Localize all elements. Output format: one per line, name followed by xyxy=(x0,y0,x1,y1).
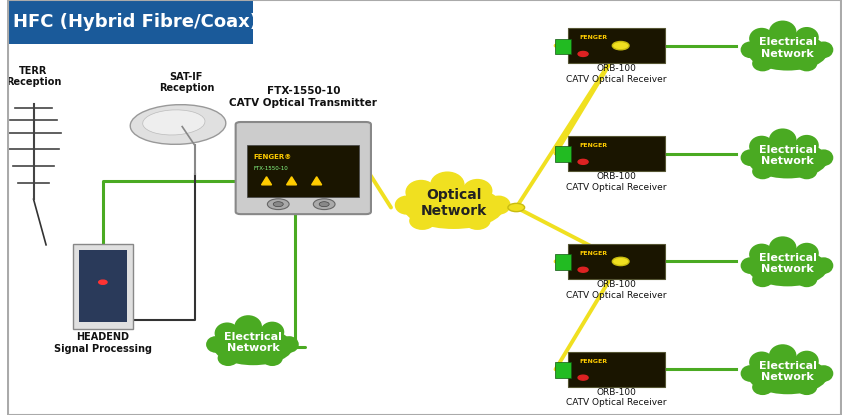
Circle shape xyxy=(268,199,289,210)
Text: Electrical
Network: Electrical Network xyxy=(759,253,817,274)
Circle shape xyxy=(508,203,525,212)
Ellipse shape xyxy=(749,28,774,49)
Ellipse shape xyxy=(795,135,818,156)
Ellipse shape xyxy=(234,315,262,338)
Ellipse shape xyxy=(795,243,818,264)
Text: FENGER: FENGER xyxy=(579,143,607,148)
Text: Electrical
Network: Electrical Network xyxy=(759,145,817,166)
FancyBboxPatch shape xyxy=(568,136,665,171)
Circle shape xyxy=(313,199,335,210)
Ellipse shape xyxy=(260,322,285,342)
FancyBboxPatch shape xyxy=(568,244,665,279)
Ellipse shape xyxy=(395,195,418,215)
Ellipse shape xyxy=(814,257,834,274)
Ellipse shape xyxy=(142,110,205,135)
Text: ORB-100
CATV Optical Receiver: ORB-100 CATV Optical Receiver xyxy=(567,388,667,408)
FancyBboxPatch shape xyxy=(568,28,665,63)
Ellipse shape xyxy=(797,379,818,395)
FancyBboxPatch shape xyxy=(568,352,665,387)
Ellipse shape xyxy=(797,56,818,71)
Ellipse shape xyxy=(462,179,493,203)
Text: Optical
Network: Optical Network xyxy=(420,188,487,218)
Text: ORB-100
CATV Optical Receiver: ORB-100 CATV Optical Receiver xyxy=(567,64,667,84)
Ellipse shape xyxy=(749,352,774,373)
FancyBboxPatch shape xyxy=(248,144,360,197)
FancyBboxPatch shape xyxy=(555,39,572,54)
Circle shape xyxy=(578,375,588,380)
Text: SAT-IF
Reception: SAT-IF Reception xyxy=(158,72,214,93)
Ellipse shape xyxy=(748,357,828,394)
Ellipse shape xyxy=(213,328,293,365)
Text: HFC (Hybrid Fibre/Coax): HFC (Hybrid Fibre/Coax) xyxy=(13,12,258,31)
FancyBboxPatch shape xyxy=(555,146,572,162)
FancyBboxPatch shape xyxy=(73,244,132,329)
Text: FENGER: FENGER xyxy=(579,251,607,256)
Circle shape xyxy=(578,159,588,164)
Ellipse shape xyxy=(769,344,797,367)
Polygon shape xyxy=(312,177,322,185)
Polygon shape xyxy=(262,177,272,185)
Polygon shape xyxy=(286,177,296,185)
Ellipse shape xyxy=(752,164,773,179)
Ellipse shape xyxy=(280,336,299,353)
Text: Electrical
Network: Electrical Network xyxy=(224,332,282,353)
Ellipse shape xyxy=(403,186,504,229)
Ellipse shape xyxy=(464,212,491,230)
Ellipse shape xyxy=(795,351,818,371)
Ellipse shape xyxy=(748,33,828,71)
FancyBboxPatch shape xyxy=(79,250,126,322)
Circle shape xyxy=(319,202,329,207)
Ellipse shape xyxy=(741,149,759,166)
FancyBboxPatch shape xyxy=(236,122,371,214)
Text: Electrical
Network: Electrical Network xyxy=(759,361,817,382)
Ellipse shape xyxy=(405,180,437,205)
Text: FENGER®: FENGER® xyxy=(253,154,291,159)
Ellipse shape xyxy=(769,128,797,151)
Ellipse shape xyxy=(749,136,774,157)
Ellipse shape xyxy=(748,249,828,286)
Text: FTX-1550-10: FTX-1550-10 xyxy=(253,166,288,171)
Circle shape xyxy=(578,267,588,272)
Ellipse shape xyxy=(752,271,773,287)
Text: TERR
Reception: TERR Reception xyxy=(6,66,61,87)
Ellipse shape xyxy=(814,42,834,58)
Ellipse shape xyxy=(262,350,283,366)
Ellipse shape xyxy=(430,171,465,198)
Ellipse shape xyxy=(749,244,774,265)
Text: ORB-100
CATV Optical Receiver: ORB-100 CATV Optical Receiver xyxy=(567,172,667,192)
Ellipse shape xyxy=(741,42,759,58)
Ellipse shape xyxy=(487,195,510,215)
Text: ORB-100
CATV Optical Receiver: ORB-100 CATV Optical Receiver xyxy=(567,280,667,300)
Text: FENGER: FENGER xyxy=(579,359,607,364)
Ellipse shape xyxy=(131,105,226,144)
Ellipse shape xyxy=(795,27,818,48)
Ellipse shape xyxy=(752,56,773,71)
Text: HEADEND
Signal Processing: HEADEND Signal Processing xyxy=(54,332,152,354)
Circle shape xyxy=(578,51,588,56)
Ellipse shape xyxy=(215,322,240,344)
Ellipse shape xyxy=(748,141,828,178)
Circle shape xyxy=(612,257,629,266)
Ellipse shape xyxy=(741,257,759,274)
Circle shape xyxy=(612,42,629,50)
Text: Electrical
Network: Electrical Network xyxy=(759,37,817,59)
Ellipse shape xyxy=(814,365,834,382)
Ellipse shape xyxy=(769,236,797,259)
Ellipse shape xyxy=(769,20,797,43)
Circle shape xyxy=(274,202,283,207)
FancyBboxPatch shape xyxy=(555,254,572,270)
Ellipse shape xyxy=(814,149,834,166)
FancyBboxPatch shape xyxy=(555,362,572,378)
Text: FENGER: FENGER xyxy=(579,35,607,40)
Circle shape xyxy=(99,280,107,284)
Ellipse shape xyxy=(741,365,759,382)
Ellipse shape xyxy=(797,271,818,287)
Ellipse shape xyxy=(206,336,225,353)
Ellipse shape xyxy=(797,164,818,179)
Ellipse shape xyxy=(752,379,773,395)
Ellipse shape xyxy=(217,350,238,366)
Ellipse shape xyxy=(409,212,435,230)
FancyBboxPatch shape xyxy=(7,0,253,44)
Text: FTX-1550-10
CATV Optical Transmitter: FTX-1550-10 CATV Optical Transmitter xyxy=(229,86,377,108)
